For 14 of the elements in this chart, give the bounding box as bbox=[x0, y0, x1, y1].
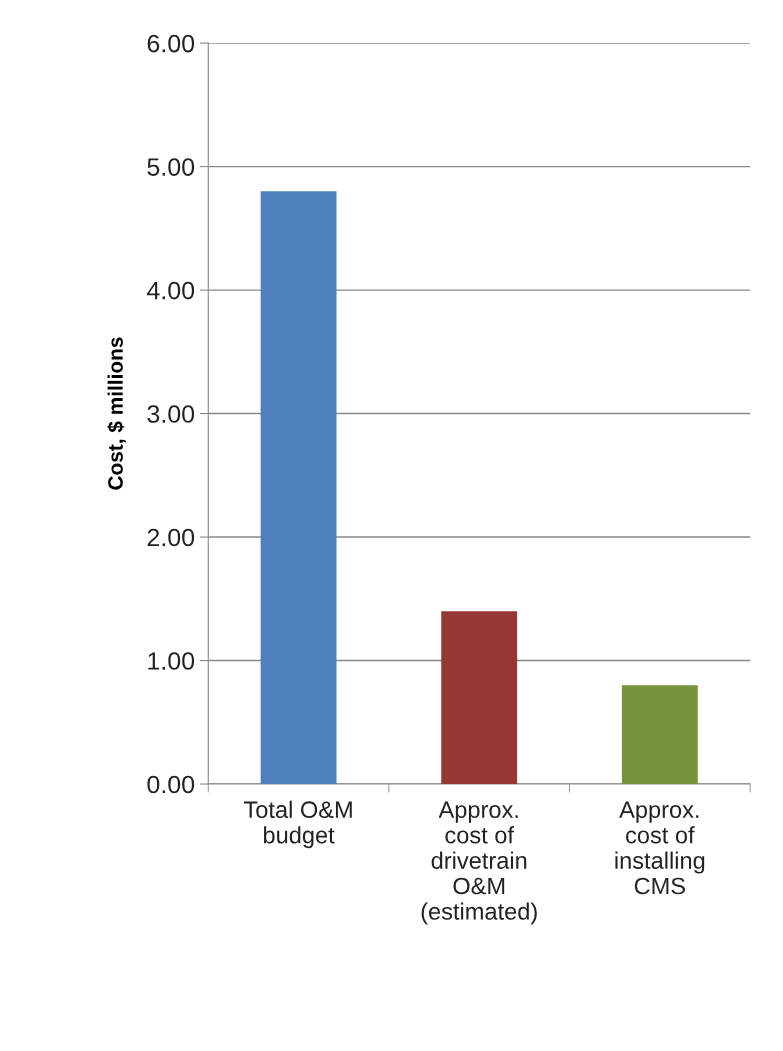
x-tick-label: Total O&M budget bbox=[244, 800, 352, 849]
bar bbox=[441, 611, 518, 785]
y-tick-label: 0.00 bbox=[147, 775, 195, 794]
bar bbox=[621, 685, 698, 785]
y-tick-label: 6.00 bbox=[147, 34, 195, 53]
y-tick-label: 2.00 bbox=[147, 528, 195, 547]
y-tick-label: 1.00 bbox=[148, 652, 195, 670]
y-axis-title: Cost, $ millions bbox=[107, 337, 126, 490]
y-tick-label: 5.00 bbox=[147, 158, 195, 176]
bar bbox=[260, 191, 337, 785]
y-tick-label: 4.00 bbox=[147, 281, 195, 300]
y-tick-label: 3.00 bbox=[147, 405, 195, 423]
x-tick-label: Approx. cost of installing CMS bbox=[615, 801, 705, 895]
x-tick-label: Approx. cost of drivetrain O&M (estimated) bbox=[421, 801, 537, 925]
